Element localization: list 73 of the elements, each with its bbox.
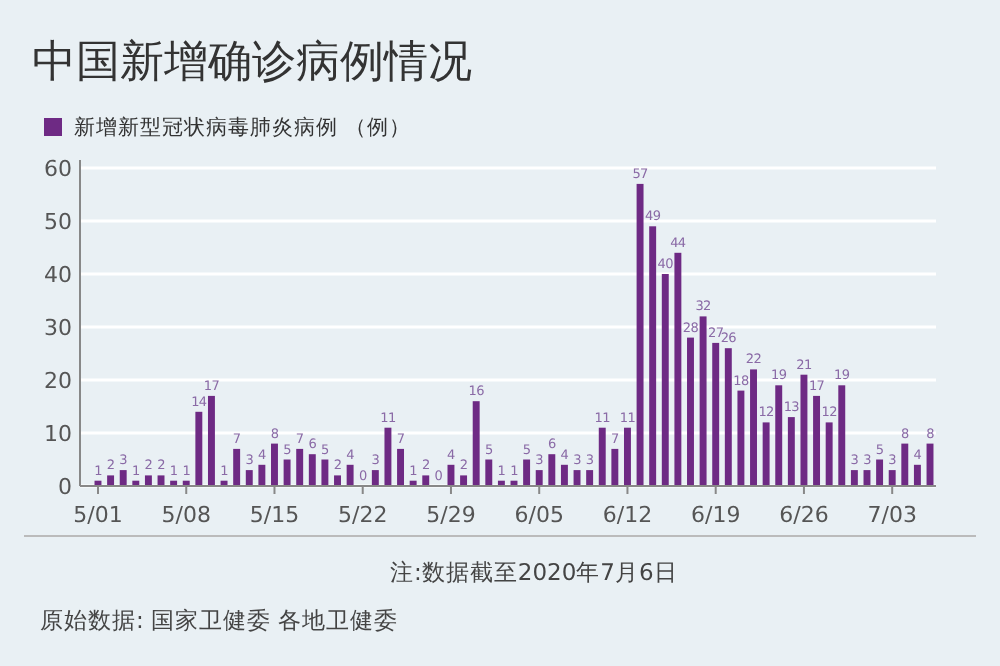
- bar: [107, 475, 115, 486]
- bar: [245, 470, 253, 486]
- bar: [485, 459, 493, 486]
- bar: [397, 448, 405, 486]
- bar: [321, 459, 329, 486]
- x-tick-label: 5/08: [161, 502, 211, 528]
- x-tick-label: 6/05: [514, 502, 564, 528]
- bar: [611, 448, 619, 486]
- bar: [271, 443, 278, 486]
- bar: [649, 226, 657, 486]
- bar: [888, 470, 896, 486]
- bar: [876, 459, 884, 486]
- bar: [699, 316, 707, 486]
- bar: [687, 337, 694, 486]
- bar: [737, 390, 745, 486]
- bar: [850, 470, 858, 486]
- bar: [762, 422, 770, 486]
- bar: [422, 475, 430, 486]
- text: 注:数据截至2020年7月6日: [390, 558, 678, 586]
- x-tick-label: 6/19: [691, 502, 741, 528]
- bar: [636, 183, 644, 486]
- y-tick-label: 20: [44, 368, 72, 394]
- bar: [623, 427, 631, 486]
- bar: [825, 422, 833, 486]
- bar: [334, 475, 341, 486]
- bar: [535, 470, 543, 486]
- bar: [472, 401, 480, 486]
- y-tick-label: 0: [58, 474, 72, 500]
- bar: [195, 411, 203, 486]
- y-tick-label: 40: [44, 262, 72, 288]
- bar: [661, 274, 669, 486]
- text: 原始数据: 国家卫健委 各地卫健委: [40, 606, 399, 634]
- bar: [775, 385, 783, 486]
- bar: [750, 369, 757, 486]
- bar: [258, 464, 266, 486]
- bar: [233, 448, 241, 486]
- x-tick-label: 5/22: [338, 502, 388, 528]
- bar: [724, 348, 732, 486]
- bar: [346, 464, 354, 486]
- x-tick-label: 6/26: [779, 502, 829, 528]
- bar: [901, 443, 909, 486]
- y-tick-label: 60: [44, 156, 72, 182]
- bar: [598, 427, 606, 486]
- bar: [384, 427, 392, 486]
- x-tick-label: 6/12: [602, 502, 653, 528]
- bar: [144, 475, 152, 486]
- bar: [586, 470, 594, 486]
- bar: [283, 459, 291, 486]
- bar: [913, 464, 921, 486]
- bar: [207, 395, 215, 486]
- bar: [460, 475, 468, 486]
- bar: [119, 470, 127, 486]
- x-tick-label: 5/29: [426, 502, 476, 528]
- bar: [548, 454, 556, 486]
- bar: [838, 385, 846, 486]
- y-tick-label: 50: [44, 209, 72, 235]
- bar: [800, 374, 808, 486]
- chart-title: 中国新增确诊病例情况: [32, 38, 472, 88]
- bar: [560, 464, 568, 486]
- bar: [296, 448, 304, 486]
- legend-label: 新增新型冠状病毒肺炎病例 （例）: [74, 114, 411, 140]
- y-tick-label: 30: [44, 315, 72, 341]
- bar: [813, 395, 821, 486]
- x-tick-label: 5/15: [249, 502, 300, 528]
- bar: [308, 454, 316, 486]
- y-tick-label: 10: [44, 421, 72, 447]
- bar: [371, 470, 379, 486]
- bar: [787, 417, 795, 486]
- bar: [523, 459, 531, 486]
- bar: [712, 342, 720, 486]
- bar: [674, 252, 682, 486]
- x-tick-label: 5/01: [73, 502, 123, 528]
- x-tick-label: 7/03: [867, 502, 917, 528]
